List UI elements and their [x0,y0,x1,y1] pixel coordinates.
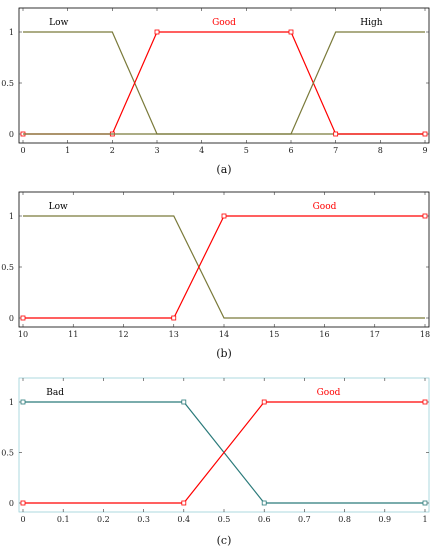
chart-a: 0 1 2 3 4 5 6 7 8 9 0 0.5 1 Low Good High (a) [1,7,430,176]
x-tick-label: 0.4 [177,515,190,524]
plot-frame [18,377,430,513]
x-tick-label: 0.9 [378,515,391,524]
x-tick-label: 0 [20,515,25,524]
plot-frame [18,7,430,144]
data-point-good [20,315,26,321]
data-point-good [422,131,428,137]
y-tick-label: 0 [9,130,14,139]
x-tick-label: 16 [319,330,329,339]
data-point-bad [261,500,267,506]
x-tick-label: 9 [422,146,427,155]
y-tick-label: 1 [9,28,14,37]
chart-caption: (a) [216,163,231,176]
data-point-good [333,131,339,137]
x-tick-label: 10 [18,330,28,339]
x-tick-label: 14 [219,330,229,339]
series-label-good: Good [313,202,337,212]
x-tick-label: 0.2 [97,515,110,524]
x-tick-label: 0.6 [258,515,271,524]
series-line-high [23,31,425,135]
series-label-bad: Bad [46,388,64,398]
x-tick-label: 0.8 [338,515,351,524]
y-tick-label: 1 [9,398,14,407]
x-tick-label: 0 [20,146,25,155]
series-line-good [23,401,425,504]
series-line-good [23,31,425,135]
y-tick-label: 1 [9,212,14,221]
series-label-good: Good [212,18,236,28]
x-tick-label: 8 [378,146,383,155]
x-tick-label: 15 [269,330,279,339]
plot-frame [18,191,430,328]
chart-caption: (c) [217,534,232,547]
series-label-low: Low [49,202,68,212]
x-tick-label: 1 [65,146,70,155]
data-point-bad [20,399,26,405]
series-line-low [23,31,425,135]
x-tick-label: 6 [288,146,293,155]
chart-caption: (b) [216,347,232,360]
series-label-high: High [360,18,382,28]
data-point-bad [422,500,428,506]
series-line-low [23,215,425,319]
data-point-good [422,399,428,405]
y-tick-label: 0 [9,499,14,508]
data-point-good [171,315,177,321]
x-tick-label: 11 [68,330,78,339]
data-point-bad [181,399,187,405]
x-tick-label: 0.7 [298,515,311,524]
x-tick-label: 3 [154,146,159,155]
x-tick-label: 17 [370,330,380,339]
x-tick-label: 2 [110,146,115,155]
series-line-good [23,215,425,319]
data-point-good [261,399,267,405]
x-tick-label: 12 [118,330,128,339]
data-point-good [422,213,428,219]
x-tick-label: 1 [422,515,427,524]
chart-b: 10 11 12 13 14 15 16 17 18 0 0.5 1 Low Good (b) [1,191,430,360]
x-tick-label: 7 [333,146,338,155]
series-label-good: Good [317,388,341,398]
x-tick-label: 13 [169,330,179,339]
data-point-good [221,213,227,219]
y-tick-label: 0.5 [1,79,14,88]
y-tick-label: 0.5 [1,263,14,272]
chart-c: 0 0.1 0.2 0.3 0.4 0.5 0.6 0.7 0.8 0.9 1 0 0.5 1 Bad Goo… [1,377,430,547]
data-point-good [20,500,26,506]
y-tick-label: 0 [9,314,14,323]
x-tick-label: 0.3 [137,515,150,524]
data-point-good [288,29,294,35]
y-tick-label: 0.5 [1,449,14,458]
data-point-good [181,500,187,506]
series-label-low: Low [49,18,68,28]
x-tick-label: 5 [244,146,249,155]
data-point-good [154,29,160,35]
x-tick-label: 18 [420,330,430,339]
x-tick-label: 0.5 [218,515,231,524]
x-tick-label: 4 [199,146,204,155]
x-tick-label: 0.1 [57,515,70,524]
